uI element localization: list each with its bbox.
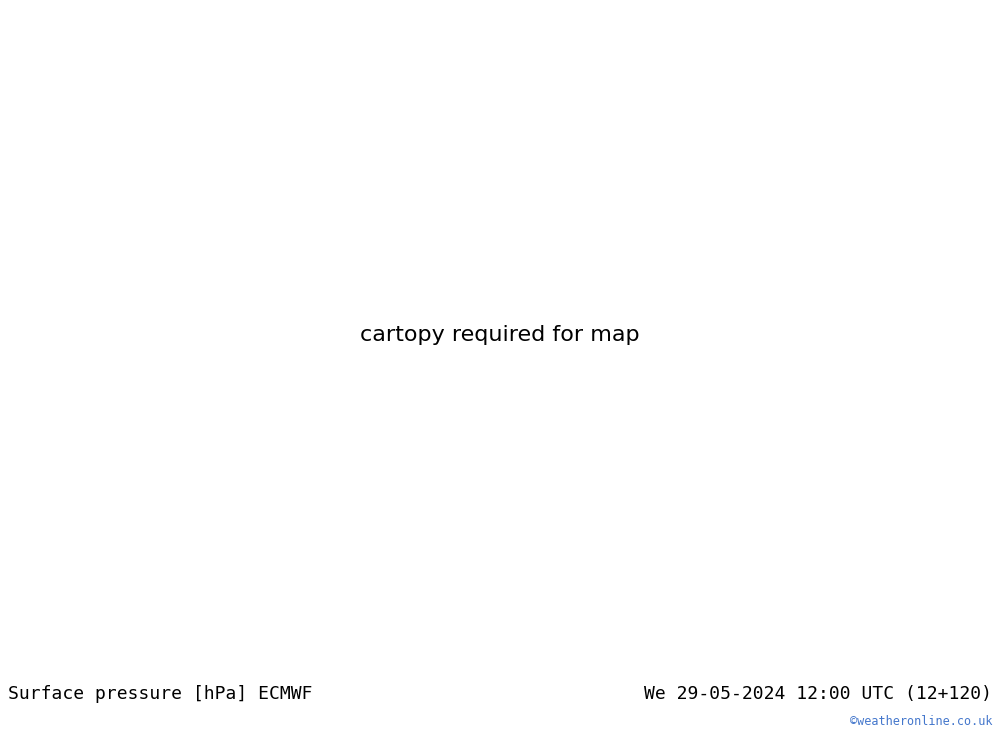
Text: We 29-05-2024 12:00 UTC (12+120): We 29-05-2024 12:00 UTC (12+120) (644, 685, 992, 704)
Text: cartopy required for map: cartopy required for map (360, 325, 640, 345)
Text: ©weatheronline.co.uk: ©weatheronline.co.uk (850, 715, 992, 728)
Text: Surface pressure [hPa] ECMWF: Surface pressure [hPa] ECMWF (8, 685, 312, 704)
